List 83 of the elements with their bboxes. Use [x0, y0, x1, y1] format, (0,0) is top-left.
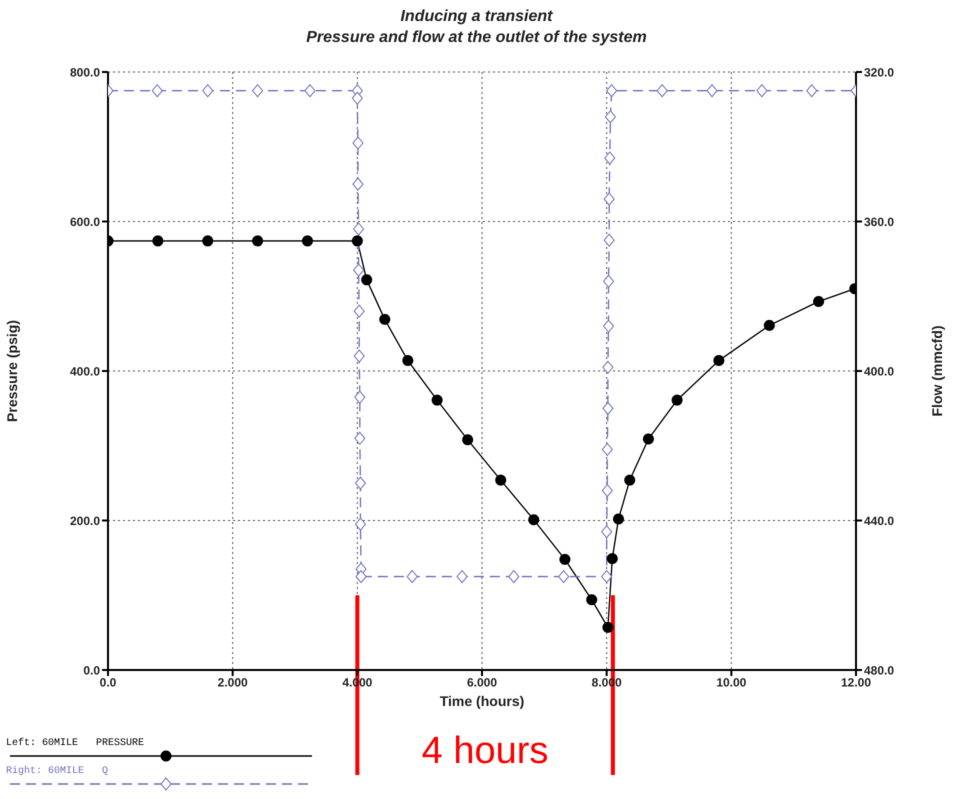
point	[252, 84, 264, 98]
point	[602, 622, 614, 633]
y2-tick-label: 320.0	[864, 65, 894, 80]
point	[642, 434, 654, 445]
point	[152, 84, 163, 98]
point	[604, 151, 616, 164]
point	[604, 110, 616, 124]
text: Left: 60MILE PRESSURE	[6, 738, 146, 749]
point	[352, 178, 364, 191]
point	[806, 84, 818, 98]
point	[558, 570, 570, 584]
point	[713, 355, 724, 366]
y-tick-label: 200.0	[70, 514, 100, 528]
point	[602, 484, 613, 498]
point	[352, 92, 363, 105]
y2-tick-label: 360.0	[864, 214, 894, 229]
y2-axis-title: Flow (mmcfd)	[928, 326, 945, 416]
point	[432, 394, 443, 406]
point	[624, 474, 636, 486]
point	[559, 554, 570, 565]
point	[356, 570, 367, 584]
point	[606, 553, 618, 564]
y-tick-label: 600.0	[70, 214, 100, 229]
point	[152, 235, 164, 246]
point	[354, 476, 366, 490]
point	[604, 192, 615, 206]
point	[202, 235, 214, 246]
y-tick-label: 800.0	[70, 65, 100, 80]
point	[379, 314, 390, 325]
point	[656, 84, 668, 98]
point	[756, 84, 768, 98]
x-tick-label: 0.0	[100, 676, 117, 690]
point	[354, 350, 365, 363]
y2-tick-label: 480.0	[864, 663, 894, 678]
y-tick-label: 0.0	[83, 663, 100, 678]
text: 4 hours	[420, 730, 550, 773]
point	[495, 474, 506, 486]
x-tick-label: 10.00	[716, 676, 747, 690]
point	[354, 390, 366, 404]
point	[304, 84, 316, 98]
point	[813, 296, 824, 307]
point	[456, 570, 468, 584]
point	[202, 84, 214, 98]
point	[353, 264, 364, 277]
point	[354, 518, 366, 531]
point	[528, 514, 540, 526]
point	[508, 570, 520, 584]
chart-subtitle: Pressure and flow at the outlet of the system	[305, 28, 648, 48]
point	[764, 320, 775, 331]
point	[352, 235, 363, 246]
x-tick-label: 12.00	[840, 676, 872, 690]
point	[462, 434, 474, 446]
point	[353, 222, 364, 236]
point	[586, 594, 598, 606]
point	[603, 274, 614, 288]
point	[602, 360, 614, 374]
y2-tick-label: 400.0	[864, 364, 894, 378]
point	[603, 320, 614, 333]
point	[354, 304, 365, 318]
point	[252, 235, 264, 246]
point	[602, 402, 614, 415]
point	[613, 514, 624, 525]
x-tick-label: 2.000	[218, 676, 248, 690]
point	[354, 432, 366, 445]
point	[602, 442, 613, 456]
point	[601, 570, 612, 584]
point	[406, 570, 418, 584]
point	[706, 84, 718, 98]
point	[402, 355, 414, 366]
y-axis-title: Pressure (psig)	[4, 320, 20, 422]
x-tick-label: 6.000	[466, 676, 498, 690]
chart-title: Inducing a transient	[399, 7, 554, 27]
y2-tick-label: 440.0	[864, 514, 894, 528]
text: Right: 60MILE Q	[6, 766, 110, 777]
point	[302, 235, 313, 246]
x-axis-title: Time (hours)	[440, 693, 524, 709]
point	[352, 136, 364, 150]
point	[606, 84, 618, 98]
point	[604, 234, 615, 247]
point	[361, 274, 372, 286]
point	[672, 394, 683, 406]
y-tick-label: 400.0	[70, 364, 100, 378]
point	[601, 525, 612, 538]
